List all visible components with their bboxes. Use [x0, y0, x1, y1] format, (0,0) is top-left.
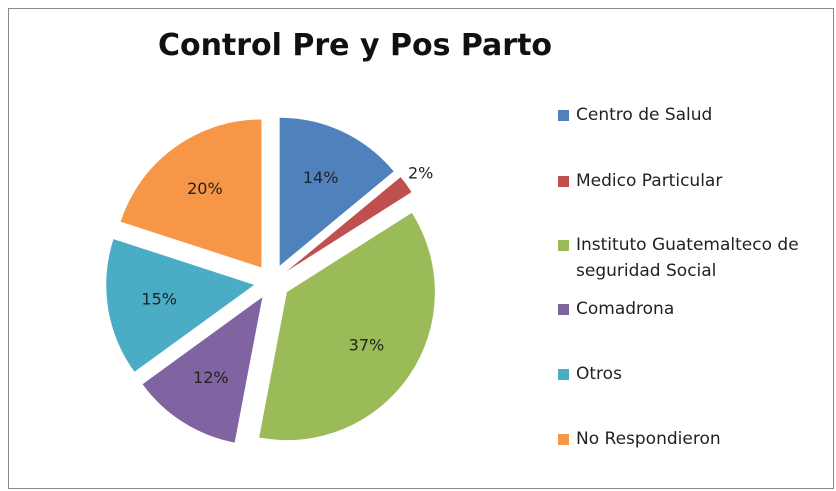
legend-item: Otros — [558, 361, 828, 387]
legend-item: Medico Particular — [558, 168, 828, 194]
legend-item: Centro de Salud — [558, 102, 828, 128]
legend-label: Instituto Guatemalteco de seguridad Soci… — [576, 235, 799, 281]
legend-label: Comadrona — [576, 299, 675, 319]
legend-swatch — [558, 110, 569, 121]
legend-swatch — [558, 240, 569, 251]
pie-slice — [106, 239, 255, 372]
legend-swatch — [558, 304, 569, 315]
pie-slice — [279, 117, 394, 266]
legend-item: Comadrona — [558, 296, 828, 322]
legend-swatch — [558, 369, 569, 380]
pie-slice — [142, 297, 263, 443]
legend-swatch — [558, 176, 569, 187]
legend-item: Instituto Guatemalteco de seguridad Soci… — [558, 232, 828, 284]
pie-slice — [120, 119, 262, 268]
data-label: 20% — [187, 179, 223, 198]
data-label: 2% — [408, 163, 433, 182]
legend-label: Centro de Salud — [576, 105, 713, 125]
legend-label: Medico Particular — [576, 171, 723, 191]
pie-slice — [286, 177, 412, 272]
data-label: 15% — [141, 289, 177, 308]
chart-frame — [8, 8, 834, 489]
legend-swatch — [558, 434, 569, 445]
data-label: 12% — [193, 368, 229, 387]
data-label: 37% — [349, 336, 385, 355]
chart-title: Control Pre y Pos Parto — [157, 28, 553, 63]
data-label: 14% — [303, 168, 339, 187]
legend-label: No Respondieron — [576, 429, 721, 449]
legend-label: Otros — [576, 364, 622, 384]
pie-slice — [259, 212, 435, 441]
legend-item: No Respondieron — [558, 426, 828, 452]
